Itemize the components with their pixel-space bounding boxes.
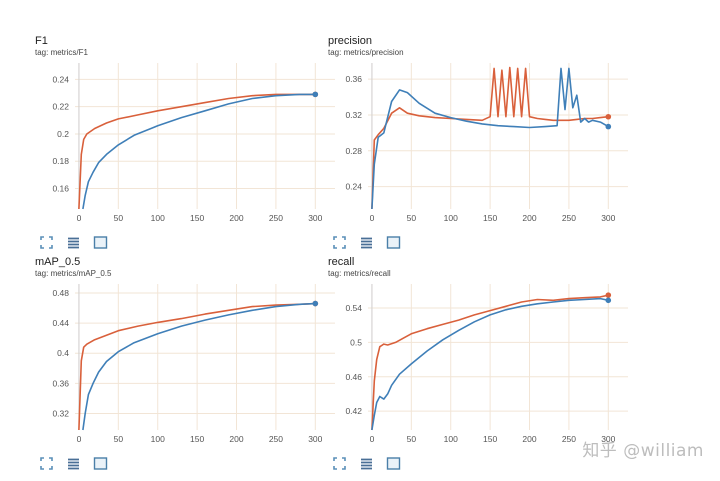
x-tick-label: 300 <box>308 213 322 223</box>
fit-domain-icon[interactable] <box>386 235 401 250</box>
expand-icon[interactable] <box>39 456 54 471</box>
y-tick-label: 0.18 <box>52 156 69 166</box>
series-line-blue <box>371 67 609 210</box>
y-tick-label: 0.5 <box>350 337 362 347</box>
expand-icon[interactable] <box>39 235 54 250</box>
x-tick-label: 150 <box>190 213 204 223</box>
x-tick-label: 0 <box>77 213 82 223</box>
chart-tag: tag: metrics/mAP_0.5 <box>35 269 112 278</box>
list-icon[interactable] <box>66 235 81 250</box>
chart-title: precision <box>328 35 373 47</box>
chart-panel-recall: recall tag: metrics/recall 0.42 0.46 0.5 0.… <box>328 256 658 481</box>
y-tick-label: 0.22 <box>52 102 69 112</box>
chart-plot: 0.32 0.36 0.4 0.44 0.48 0 50 100 150 200 250 300 <box>52 284 335 444</box>
x-tick-label: 250 <box>269 434 283 444</box>
x-tick-label: 150 <box>190 434 204 444</box>
x-tick-label: 200 <box>522 434 536 444</box>
y-tick-label: 0.32 <box>345 110 362 120</box>
x-tick-label: 150 <box>483 434 497 444</box>
chart-tag: tag: metrics/F1 <box>35 48 88 57</box>
x-tick-label: 100 <box>444 213 458 223</box>
x-tick-label: 50 <box>407 213 417 223</box>
y-tick-label: 0.48 <box>52 288 69 298</box>
list-icon[interactable] <box>359 235 374 250</box>
x-tick-label: 0 <box>370 434 375 444</box>
y-tick-label: 0.24 <box>52 74 69 84</box>
y-tick-label: 0.36 <box>345 74 362 84</box>
chart-tag: tag: metrics/recall <box>328 269 391 278</box>
x-tick-label: 300 <box>308 434 322 444</box>
expand-icon[interactable] <box>332 456 347 471</box>
series-end-point <box>605 292 612 298</box>
fit-domain-icon[interactable] <box>93 235 108 250</box>
y-tick-label: 0.2 <box>57 129 69 139</box>
chart-plot: 0.16 0.18 0.2 0.22 0.24 0 50 100 150 200 250 300 <box>52 63 335 223</box>
y-tick-label: 0.54 <box>345 303 362 313</box>
chart-toolbar <box>39 456 108 472</box>
series-line-orange <box>78 93 316 210</box>
expand-icon[interactable] <box>332 235 347 250</box>
y-tick-label: 0.28 <box>345 146 362 156</box>
y-tick-label: 0.24 <box>345 182 362 192</box>
x-tick-label: 100 <box>151 434 165 444</box>
fit-domain-icon[interactable] <box>93 456 108 471</box>
x-tick-label: 50 <box>407 434 417 444</box>
x-tick-label: 100 <box>444 434 458 444</box>
chart-title: recall <box>328 256 355 268</box>
y-tick-label: 0.16 <box>52 184 69 194</box>
y-tick-label: 0.42 <box>345 406 362 416</box>
y-tick-label: 0.32 <box>52 408 69 418</box>
watermark: 知乎 @william <box>582 441 704 461</box>
chart-title: F1 <box>35 35 48 47</box>
chart-panel-f1: F1 tag: metrics/F1 0.16 0.18 0.2 0.22 0.24 0 5… <box>35 35 365 260</box>
x-tick-label: 200 <box>229 434 243 444</box>
x-tick-label: 300 <box>601 434 615 444</box>
y-tick-label: 0.44 <box>52 318 69 328</box>
y-tick-label: 0.36 <box>52 378 69 388</box>
x-tick-label: 0 <box>370 213 375 223</box>
series-end-point <box>605 123 612 130</box>
series-line-orange <box>78 302 316 431</box>
x-tick-label: 250 <box>269 213 283 223</box>
series-end-point <box>605 297 612 304</box>
x-tick-label: 200 <box>522 213 536 223</box>
list-icon[interactable] <box>359 456 374 471</box>
chart-toolbar <box>332 235 401 251</box>
chart-tag: tag: metrics/precision <box>328 48 404 57</box>
x-tick-label: 50 <box>114 213 124 223</box>
y-tick-label: 0.4 <box>57 348 69 358</box>
x-tick-label: 50 <box>114 434 124 444</box>
x-tick-label: 200 <box>229 213 243 223</box>
series-line-orange <box>371 66 609 210</box>
x-tick-label: 250 <box>562 434 576 444</box>
x-tick-label: 300 <box>601 213 615 223</box>
chart-title: mAP_0.5 <box>35 256 81 268</box>
x-tick-label: 150 <box>483 213 497 223</box>
chart-panel-map: mAP_0.5 tag: metrics/mAP_0.5 0.32 0.36 0.4… <box>35 256 365 481</box>
x-tick-label: 250 <box>562 213 576 223</box>
series-end-point <box>312 91 319 98</box>
chart-toolbar <box>39 235 108 251</box>
series-end-point <box>605 113 612 120</box>
x-tick-label: 100 <box>151 213 165 223</box>
series-line-blue <box>371 297 609 431</box>
x-tick-label: 0 <box>77 434 82 444</box>
chart-plot: 0.24 0.28 0.32 0.36 0 50 100 150 200 250 300 <box>345 63 628 223</box>
series-line-blue <box>82 93 316 210</box>
chart-panel-precision: precision tag: metrics/precision 0.24 0.2… <box>328 35 658 260</box>
chart-toolbar <box>332 456 401 472</box>
chart-plot: 0.42 0.46 0.5 0.54 0 50 100 150 200 250 300 <box>345 284 628 444</box>
fit-domain-icon[interactable] <box>386 456 401 471</box>
list-icon[interactable] <box>66 456 81 471</box>
y-tick-label: 0.46 <box>345 372 362 382</box>
series-line-orange <box>371 294 609 431</box>
series-end-point <box>312 300 319 307</box>
series-line-blue <box>82 302 316 431</box>
